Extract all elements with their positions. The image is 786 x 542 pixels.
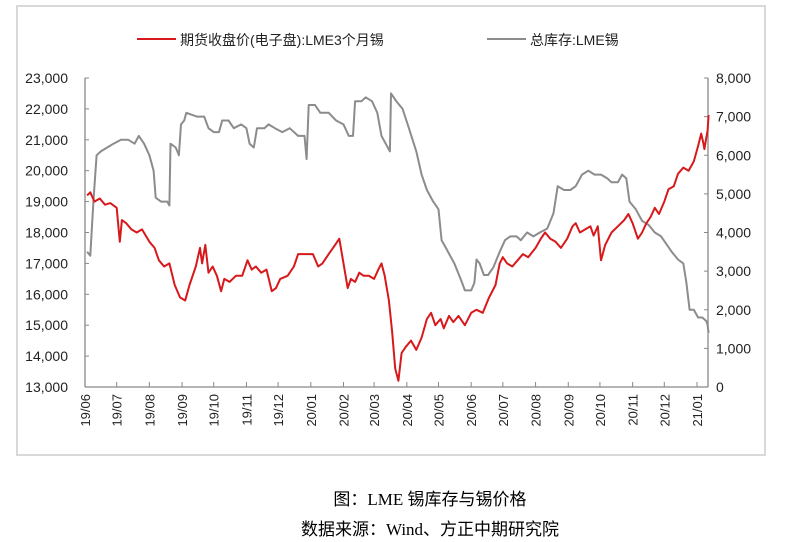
legend: 期货收盘价(电子盘):LME3个月锡 总库存:LME锡 — [137, 32, 619, 48]
left-axis-tick-label: 14,000 — [25, 348, 68, 364]
right-axis-tick-label: 5,000 — [716, 186, 751, 202]
left-axis-tick-label: 19,000 — [25, 194, 68, 210]
x-axis-tick-label: 20/02 — [337, 394, 352, 427]
legend-label-price: 期货收盘价(电子盘):LME3个月锡 — [180, 32, 384, 48]
chart-frame — [16, 5, 766, 456]
left-axis-tick-label: 17,000 — [25, 255, 68, 271]
x-axis-tick-label: 20/07 — [496, 394, 511, 427]
figure-caption: 图：LME 锡库存与锡价格 — [333, 490, 527, 509]
axes: 13,000 14,000 15,000 16,000 17,000 18,000 19,0… — [25, 70, 751, 427]
legend-label-inventory: 总库存:LME锡 — [530, 32, 619, 48]
left-axis-tick-label: 18,000 — [25, 225, 68, 241]
series-lines — [86, 92, 710, 382]
x-axis-tick-label: 19/06 — [78, 394, 93, 427]
inventory-series-line — [86, 92, 710, 334]
x-axis-tick-label: 20/09 — [561, 394, 576, 427]
left-axis-tick-label: 22,000 — [25, 101, 68, 117]
x-axis-tick-label: 20/08 — [529, 394, 544, 427]
x-axis-tick-label: 20/10 — [593, 394, 608, 427]
left-axis-tick-label: 16,000 — [25, 286, 68, 302]
x-axis-tick-label: 19/12 — [271, 394, 286, 427]
x-axis-tick-label: 19/10 — [207, 394, 222, 427]
right-axis-tick-label: 6,000 — [716, 147, 751, 163]
x-axis-tick-label: 20/04 — [400, 394, 415, 427]
source-caption: 数据来源：Wind、方正中期研究院 — [300, 520, 560, 539]
x-axis-tick-label: 19/07 — [110, 394, 125, 427]
x-axis-tick-label: 20/06 — [464, 394, 479, 427]
left-axis-tick-label: 20,000 — [25, 163, 68, 179]
right-axis-tick-label: 2,000 — [716, 302, 751, 318]
right-axis-tick-label: 3,000 — [716, 263, 751, 279]
right-axis-tick-label: 8,000 — [716, 70, 751, 86]
x-axis-tick-label: 19/11 — [239, 394, 254, 426]
x-axis-tick-label: 20/12 — [657, 394, 672, 427]
x-axis-tick-label: 20/03 — [367, 394, 382, 427]
left-axis-tick-label: 13,000 — [25, 379, 68, 395]
x-axis-tick-label: 19/08 — [142, 394, 157, 427]
right-axis-tick-label: 1,000 — [716, 340, 751, 356]
x-axis-tick-label: 19/09 — [175, 394, 190, 427]
left-axis-tick-label: 15,000 — [25, 317, 68, 333]
x-axis-tick-label: 21/01 — [690, 394, 705, 427]
right-axis-tick-label: 4,000 — [716, 225, 751, 241]
right-axis-tick-label: 7,000 — [716, 109, 751, 125]
price-series-line — [86, 115, 710, 382]
dual-axis-line-chart: 期货收盘价(电子盘):LME3个月锡 总库存:LME锡 13,000 14,000… — [25, 32, 751, 427]
left-axis-tick-label: 23,000 — [25, 70, 68, 86]
x-axis-tick-label: 20/05 — [431, 394, 446, 427]
x-axis-tick-label: 20/11 — [626, 394, 641, 426]
x-axis-tick-label: 20/01 — [304, 394, 319, 427]
left-axis-tick-label: 21,000 — [25, 132, 68, 148]
right-axis-tick-label: 0 — [716, 379, 724, 395]
